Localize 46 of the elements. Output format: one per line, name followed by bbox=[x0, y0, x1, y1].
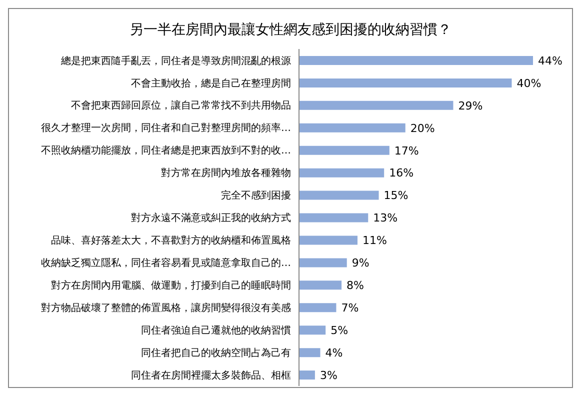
y-tick-label: 總是把東西隨手亂丟，同住者是導致房間混亂的根源 bbox=[60, 54, 291, 67]
y-tick-label: 對方常在房間內堆放各種雜物 bbox=[161, 167, 291, 180]
y-tick-label: 不照收納櫃功能擺放，同住者總是把東西放到不對的收… bbox=[41, 144, 291, 157]
y-tick-label: 對方物品破壞了整體的佈置風格，讓房間變得很沒有美感 bbox=[41, 302, 291, 314]
data-label: 16% bbox=[389, 166, 414, 180]
data-label: 44% bbox=[538, 54, 562, 68]
data-label: 11% bbox=[362, 234, 387, 248]
bar bbox=[299, 56, 533, 65]
bar bbox=[299, 168, 384, 178]
y-tick-label: 不會主動收拾，總是自己在整理房間 bbox=[131, 77, 291, 90]
data-label: 20% bbox=[410, 122, 435, 135]
bar bbox=[299, 303, 336, 312]
y-tick-label: 品味、喜好落差太大，不喜歡對方的收納櫃和佈置風格 bbox=[51, 234, 291, 247]
bar bbox=[299, 236, 358, 245]
y-tick-label: 收納缺乏獨立隱私，同住者容易看見或隨意拿取自己的… bbox=[41, 256, 291, 269]
bar bbox=[299, 280, 342, 290]
data-label: 17% bbox=[394, 144, 419, 158]
data-label: 8% bbox=[346, 279, 364, 292]
data-label: 5% bbox=[330, 324, 348, 338]
y-tick-label: 對方永遠不滿意或糾正我的收納方式 bbox=[131, 212, 291, 224]
y-tick-label: 對方在房間內用電腦、做運動，打擾到自己的睡眠時間 bbox=[51, 279, 291, 292]
y-tick-label: 完全不感到困擾 bbox=[221, 190, 291, 202]
data-label: 13% bbox=[373, 212, 398, 225]
y-tick-label: 同住者把自己的收納空間占為己有 bbox=[141, 346, 291, 359]
chart-title: 另一半在房間內最讓女性網友感到困擾的收納習慣？ bbox=[128, 21, 452, 40]
data-label: 40% bbox=[516, 76, 542, 90]
bar bbox=[299, 326, 326, 335]
bar bbox=[299, 146, 390, 155]
data-label: 7% bbox=[341, 302, 359, 315]
data-label: 3% bbox=[320, 368, 338, 382]
bar bbox=[299, 370, 315, 380]
y-tick-label: 很久才整理一次房間，同住者和自己對整理房間的頻率… bbox=[41, 122, 291, 134]
bar bbox=[299, 258, 347, 268]
y-tick-label: 不會把東西歸回原位，讓自己常常找不到共用物品 bbox=[71, 100, 291, 112]
data-label: 9% bbox=[352, 256, 370, 270]
data-label: 15% bbox=[384, 189, 408, 202]
data-label: 4% bbox=[325, 346, 343, 360]
bar bbox=[299, 78, 512, 88]
data-label: 29% bbox=[458, 99, 483, 112]
bar bbox=[299, 348, 320, 358]
y-tick-label: 同住者強迫自己遷就他的收納習慣 bbox=[141, 324, 291, 336]
bar bbox=[299, 100, 454, 110]
bar bbox=[299, 213, 368, 222]
bar bbox=[299, 123, 406, 132]
y-tick-label: 同住者在房間裡擺太多裝飾品、相框 bbox=[131, 369, 291, 382]
bar bbox=[299, 190, 379, 200]
